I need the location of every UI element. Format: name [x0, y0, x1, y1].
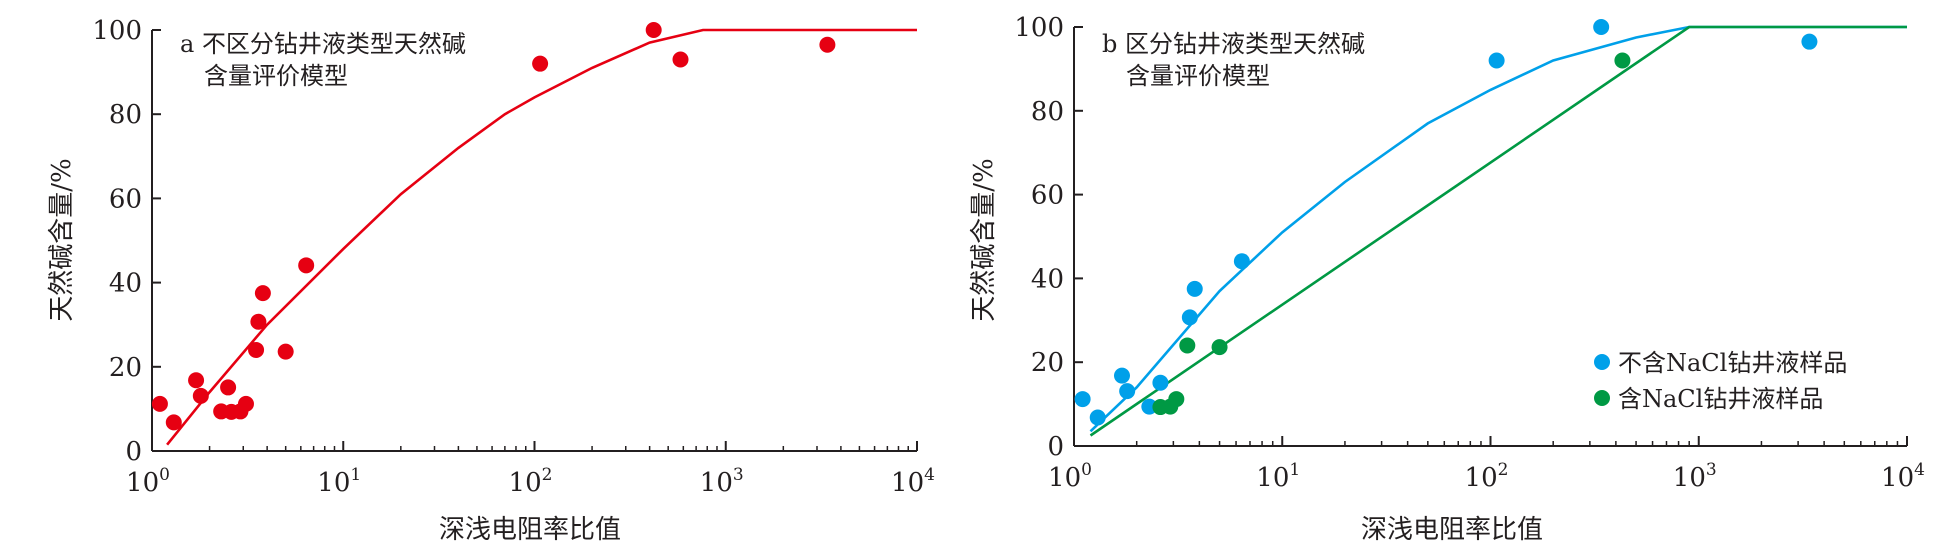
legend-marker-nacl — [1594, 390, 1610, 406]
panel-a-y-tick-label: 40 — [109, 269, 142, 299]
panel-a-data-point — [250, 313, 267, 330]
panel-a-x-tick-label: 100 — [126, 465, 170, 498]
panel-b-data-point — [1113, 367, 1130, 384]
panel-b-title-line2: 含量评价模型 — [1126, 62, 1270, 90]
panel-b-data-point — [1801, 33, 1818, 50]
panel-b-data-point — [1186, 280, 1203, 297]
panel-a-data-point — [151, 395, 168, 412]
legend-label-nacl: 含NaCl钻井液样品 — [1618, 385, 1823, 413]
panel-a-data-point — [532, 55, 549, 72]
panel-b-data-point — [1152, 374, 1169, 391]
panel-a-data-point — [672, 51, 689, 68]
panel-a-data-point — [645, 22, 662, 38]
panel-b: b 区分钻井液类型天然碱 含量评价模型 天然碱含量/% 深浅电阻率比值 0 20 4… — [969, 13, 1925, 545]
panel-b-data-point — [1119, 383, 1136, 400]
panel-a-y-tick-label: 20 — [109, 353, 142, 383]
panel-a-data-point — [277, 343, 294, 360]
panel-a-x-tick-label: 101 — [317, 465, 361, 498]
panel-b-data-point — [1593, 19, 1610, 35]
panel-b-data-point — [1614, 52, 1631, 69]
panel-a-data-point — [188, 372, 205, 389]
panel-a-x-tick-label: 102 — [509, 465, 553, 498]
panel-a-data-point — [819, 36, 836, 53]
panel-a-data-point — [298, 257, 315, 274]
panel-b-data-point — [1211, 339, 1228, 356]
panel-b-y-tick-label: 80 — [1031, 97, 1064, 127]
legend: 不含NaCl钻井液样品 含NaCl钻井液样品 — [1594, 349, 1847, 413]
panel-b-y-axis-label: 天然碱含量/% — [969, 158, 999, 321]
panel-a-y-tick-label: 80 — [109, 100, 142, 130]
panel-b-x-tick-label: 100 — [1048, 460, 1092, 493]
panel-a-x-tick-label: 104 — [891, 465, 935, 498]
panel-b-x-tick-label: 102 — [1465, 460, 1509, 493]
panel-a-title-line1: a 不区分钻井液类型天然碱 — [180, 30, 466, 58]
panel-b-data-point — [1233, 253, 1250, 270]
panel-b-data-point — [1089, 409, 1106, 426]
panel-b-y-tick-label: 40 — [1031, 264, 1064, 294]
panel-a: a 不区分钻井液类型天然碱 含量评价模型 天然碱含量/% 深浅电阻率比值 0 20… — [47, 16, 935, 545]
panel-b-data-point — [1168, 391, 1185, 408]
panel-b-x-tick-label: 101 — [1256, 460, 1300, 493]
panel-a-x-tick-label: 103 — [700, 465, 744, 498]
panel-a-y-tick-label: 100 — [92, 16, 142, 46]
panel-a-y-tick-label: 60 — [109, 184, 142, 214]
panel-a-data-point — [220, 379, 237, 396]
panel-a-data-point — [165, 414, 182, 431]
panel-a-title-line2: 含量评价模型 — [204, 62, 348, 90]
panel-a-y-axis-label: 天然碱含量/% — [47, 158, 77, 321]
panel-b-data-point — [1179, 337, 1196, 354]
panel-a-data-point — [248, 341, 265, 358]
panel-a-y-tick-label: 0 — [125, 437, 142, 467]
panel-a-data-point — [254, 285, 271, 302]
panel-b-data-point — [1488, 52, 1505, 69]
panel-b-y-tick-label: 0 — [1047, 432, 1064, 462]
legend-marker-no-nacl — [1594, 354, 1610, 370]
panel-b-x-tick-label: 104 — [1881, 460, 1925, 493]
panel-a-x-axis-label: 深浅电阻率比值 — [439, 515, 621, 545]
panel-b-y-tick-label: 100 — [1014, 13, 1064, 43]
panel-b-title-line1: b 区分钻井液类型天然碱 — [1102, 30, 1365, 58]
panel-a-data-point — [237, 395, 254, 412]
panel-b-data-point — [1181, 309, 1198, 326]
panel-a-data-point — [192, 387, 209, 404]
panel-b-y-tick-label: 20 — [1031, 348, 1064, 378]
panel-a-model-curve — [166, 28, 917, 446]
legend-label-no-nacl: 不含NaCl钻井液样品 — [1618, 349, 1847, 377]
panel-b-x-tick-label: 103 — [1673, 460, 1717, 493]
panel-b-y-tick-label: 60 — [1031, 181, 1064, 211]
panel-b-x-axis-label: 深浅电阻率比值 — [1361, 515, 1543, 545]
panel-b-data-point — [1074, 391, 1091, 408]
panel-b-model-curve — [1089, 25, 1907, 437]
